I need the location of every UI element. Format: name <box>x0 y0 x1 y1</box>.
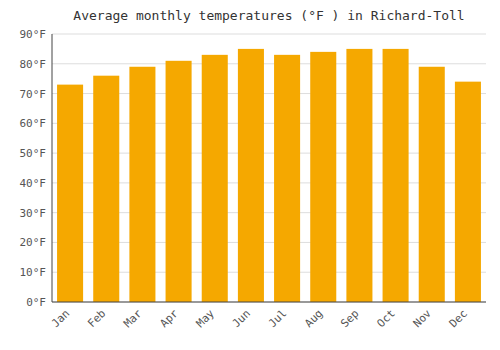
chart-container: Average monthly temperatures (°F ) in Ri… <box>0 0 500 350</box>
y-tick-label: 60°F <box>20 117 47 130</box>
bar <box>346 49 372 302</box>
x-tick-label: Mar <box>121 307 145 331</box>
grid <box>52 34 486 302</box>
x-tick-label: Jan <box>49 307 72 330</box>
x-tick-label: Apr <box>157 307 181 331</box>
x-tick-label: Oct <box>374 307 397 330</box>
x-tick-label: Feb <box>85 307 108 330</box>
grid-line <box>52 302 486 303</box>
bar <box>166 61 192 302</box>
bars <box>57 49 481 302</box>
y-tick-label: 70°F <box>20 88 47 101</box>
x-tick-label: Nov <box>411 307 435 331</box>
x-tick-label: Dec <box>447 307 470 330</box>
bar <box>129 67 155 302</box>
x-tick-label: Jun <box>230 307 253 330</box>
x-tick-label: Aug <box>302 307 325 330</box>
grid-line <box>52 63 486 64</box>
bar <box>455 82 481 302</box>
bar <box>419 67 445 302</box>
y-tick-label: 20°F <box>20 236 47 249</box>
chart-title: Average monthly temperatures (°F ) in Ri… <box>73 8 464 23</box>
y-tick-label: 50°F <box>20 147 47 160</box>
grid-line <box>52 34 486 35</box>
bar <box>202 55 228 302</box>
bar <box>310 52 336 302</box>
bar <box>93 76 119 302</box>
y-tick-label: 0°F <box>26 296 46 309</box>
y-tick-label: 30°F <box>20 207 47 220</box>
bar <box>57 85 83 302</box>
y-tick-label: 10°F <box>20 266 47 279</box>
y-tick-label: 90°F <box>20 28 47 41</box>
x-tick-label: Sep <box>338 307 361 330</box>
chart: Average monthly temperatures (°F ) in Ri… <box>0 0 500 350</box>
y-axis-line <box>52 34 53 302</box>
bar <box>383 49 409 302</box>
bar <box>274 55 300 302</box>
y-tick-label: 80°F <box>20 58 47 71</box>
x-axis-line <box>52 302 486 303</box>
x-tick-label: May <box>194 307 218 331</box>
x-tick-label: Jul <box>266 307 289 330</box>
y-tick-label: 40°F <box>20 177 47 190</box>
bar <box>238 49 264 302</box>
